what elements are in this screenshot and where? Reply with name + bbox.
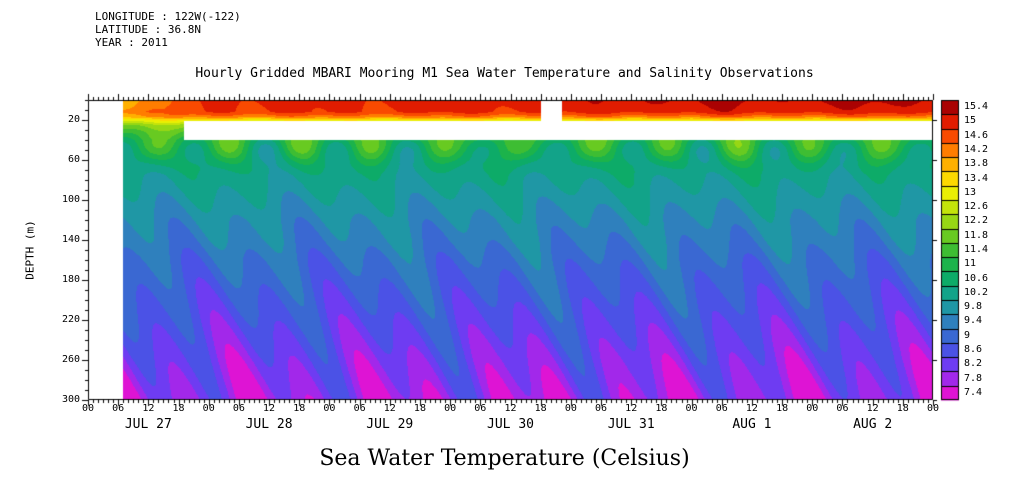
x-tick-label: 06 <box>353 403 366 414</box>
date-label: AUG 2 <box>853 417 893 432</box>
y-tick-label: 20 <box>67 114 80 125</box>
colorbar-tick-label: 13 <box>964 186 977 198</box>
x-tick-label: 18 <box>172 403 185 414</box>
x-tick-label: 06 <box>474 403 487 414</box>
x-tick-label: 00 <box>685 403 698 414</box>
date-label: JUL 28 <box>245 417 293 432</box>
x-tick-label: 12 <box>625 403 638 414</box>
x-tick-label: 12 <box>383 403 396 414</box>
y-tick-label: 180 <box>61 274 80 285</box>
colorbar-tick-label: 12.2 <box>964 215 989 227</box>
x-tick-label: 06 <box>112 403 125 414</box>
chart-title: Hourly Gridded MBARI Mooring M1 Sea Wate… <box>195 66 814 81</box>
x-tick-label: 18 <box>655 403 668 414</box>
y-tick-label: 60 <box>67 154 80 165</box>
x-tick-label: 06 <box>595 403 608 414</box>
date-label: JUL 30 <box>487 417 534 432</box>
date-label: AUG 1 <box>732 417 772 432</box>
colorbar-tick-label: 15 <box>964 115 977 127</box>
date-label: JUL 29 <box>366 417 414 432</box>
colorbar-tick-label: 7.8 <box>964 372 983 384</box>
y-tick-label: 100 <box>61 194 80 205</box>
colorbar-tick-label: 11.8 <box>964 229 989 241</box>
x-tick-label: 12 <box>504 403 517 414</box>
x-tick-label: 00 <box>806 403 819 414</box>
x-tick-label: 00 <box>926 403 940 414</box>
latitude-label: LATITUDE : 36.8N <box>95 23 201 36</box>
colorbar-tick-label: 15.4 <box>964 101 989 113</box>
x-tick-label: 06 <box>715 403 728 414</box>
colorbar-tick-label: 10.2 <box>964 286 989 298</box>
colorbar-tick-label: 8.6 <box>964 344 983 355</box>
x-tick-label: 00 <box>202 403 215 414</box>
x-tick-label: 18 <box>534 403 547 414</box>
x-tick-label: 00 <box>323 403 336 414</box>
x-tick-label: 12 <box>745 403 758 414</box>
colorbar-tick-label: 9 <box>964 329 971 341</box>
x-tick-label: 12 <box>263 403 276 414</box>
colorbar-tick-label: 14.2 <box>964 144 989 155</box>
y-tick-label: 140 <box>61 234 80 245</box>
colorbar-tick-label: 7.4 <box>964 386 983 398</box>
x-tick-label: 18 <box>293 403 306 414</box>
x-tick-label: 12 <box>866 403 879 414</box>
x-tick-label: 06 <box>232 403 245 414</box>
colorbar-tick-label: 11.4 <box>964 244 989 255</box>
date-label: JUL 27 <box>124 417 172 432</box>
colorbar-tick-label: 8.2 <box>964 358 983 370</box>
x-tick-label: 06 <box>836 403 849 414</box>
metadata-block: LONGITUDE : 122W(-122) LATITUDE : 36.8N … <box>95 10 241 49</box>
colorbar-tick-label: 12.6 <box>964 201 989 213</box>
colorbar-tick-label: 13.8 <box>964 158 989 170</box>
colorbar-tick-label: 11 <box>964 258 977 270</box>
chart-footer-title: Sea Water Temperature (Celsius) <box>319 446 690 471</box>
x-tick-label: 18 <box>413 403 426 414</box>
x-tick-label: 00 <box>444 403 457 414</box>
x-tick-label: 18 <box>896 403 909 414</box>
colorbar-tick-label: 14.6 <box>964 129 989 141</box>
x-tick-label: 00 <box>564 403 577 414</box>
year-label: YEAR : 2011 <box>95 36 168 49</box>
x-tick-label: 12 <box>142 403 155 414</box>
colorbar-tick-label: 9.8 <box>964 301 983 313</box>
colorbar-tick-label: 9.4 <box>964 315 983 327</box>
colorbar-tick-label: 10.6 <box>964 272 989 284</box>
x-tick-label: 18 <box>776 403 789 414</box>
y-tick-label: 220 <box>61 314 80 325</box>
longitude-label: LONGITUDE : 122W(-122) <box>95 10 241 23</box>
y-tick-label: 300 <box>61 394 80 405</box>
date-label: JUL 31 <box>607 417 655 432</box>
y-tick-label: 260 <box>61 354 80 365</box>
x-tick-label: 00 <box>81 403 95 414</box>
colorbar-tick-label: 13.4 <box>964 172 989 184</box>
y-axis-title: DEPTH (m) <box>23 220 37 280</box>
